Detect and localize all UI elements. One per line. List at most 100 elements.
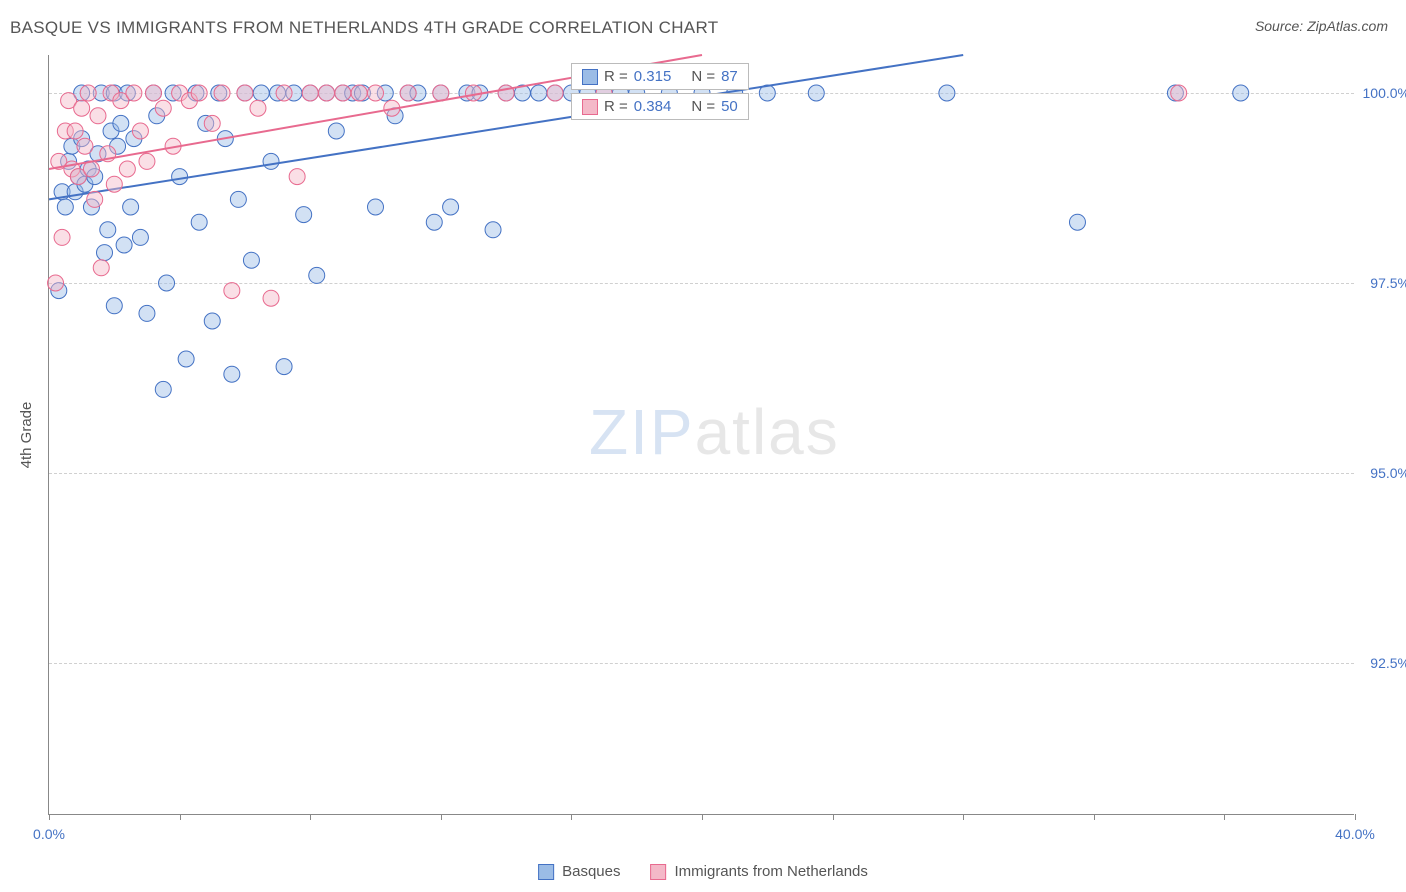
- correlation-box-netherlands: R = 0.384 N = 50: [571, 93, 749, 120]
- scatter-point-basques: [159, 275, 175, 291]
- legend-swatch-netherlands: [650, 864, 666, 880]
- x-tick: [1224, 814, 1225, 820]
- legend-label: Immigrants from Netherlands: [674, 863, 867, 880]
- scatter-point-netherlands: [289, 169, 305, 185]
- scatter-point-basques: [191, 214, 207, 230]
- x-tick: [1094, 814, 1095, 820]
- scatter-point-netherlands: [74, 100, 90, 116]
- x-tick: [833, 814, 834, 820]
- scatter-point-netherlands: [302, 85, 318, 101]
- scatter-point-netherlands: [250, 100, 266, 116]
- scatter-point-netherlands: [547, 85, 563, 101]
- scatter-point-netherlands: [276, 85, 292, 101]
- scatter-point-netherlands: [319, 85, 335, 101]
- scatter-point-basques: [368, 199, 384, 215]
- scatter-point-basques: [224, 366, 240, 382]
- scatter-point-netherlands: [204, 115, 220, 131]
- scatter-point-netherlands: [400, 85, 416, 101]
- scatter-point-netherlands: [87, 191, 103, 207]
- x-tick: [1355, 814, 1356, 820]
- x-tick-label: 0.0%: [33, 826, 65, 842]
- scatter-point-basques: [443, 199, 459, 215]
- legend-label: Basques: [562, 863, 620, 880]
- scatter-point-basques: [230, 191, 246, 207]
- scatter-point-netherlands: [48, 275, 64, 291]
- legend: Basques Immigrants from Netherlands: [538, 863, 868, 880]
- scatter-point-basques: [263, 153, 279, 169]
- scatter-point-netherlands: [191, 85, 207, 101]
- r-label: R =: [604, 68, 628, 85]
- trend-line-basques: [49, 55, 963, 199]
- scatter-point-basques: [243, 252, 259, 268]
- scatter-point-basques: [123, 199, 139, 215]
- x-tick: [180, 814, 181, 820]
- x-tick: [702, 814, 703, 820]
- n-value: 50: [721, 98, 738, 115]
- scatter-point-netherlands: [67, 123, 83, 139]
- scatter-point-basques: [939, 85, 955, 101]
- scatter-point-basques: [139, 305, 155, 321]
- source-label: Source: ZipAtlas.com: [1255, 18, 1388, 34]
- y-tick-label: 100.0%: [1363, 85, 1406, 101]
- scatter-point-netherlands: [93, 260, 109, 276]
- scatter-point-basques: [1069, 214, 1085, 230]
- scatter-point-basques: [328, 123, 344, 139]
- scatter-point-netherlands: [77, 138, 93, 154]
- n-label: N =: [691, 68, 715, 85]
- scatter-point-netherlands: [80, 85, 96, 101]
- scatter-point-basques: [1233, 85, 1249, 101]
- scatter-point-netherlands: [224, 283, 240, 299]
- scatter-point-basques: [113, 115, 129, 131]
- scatter-point-netherlands: [139, 153, 155, 169]
- scatter-point-netherlands: [368, 85, 384, 101]
- scatter-point-basques: [296, 207, 312, 223]
- x-tick: [49, 814, 50, 820]
- legend-item-basques: Basques: [538, 863, 620, 880]
- scatter-point-basques: [57, 199, 73, 215]
- scatter-point-netherlands: [155, 100, 171, 116]
- legend-swatch-basques: [538, 864, 554, 880]
- y-tick-label: 95.0%: [1370, 465, 1406, 481]
- corr-swatch-netherlands: [582, 99, 598, 115]
- scatter-point-netherlands: [263, 290, 279, 306]
- scatter-point-netherlands: [351, 85, 367, 101]
- scatter-point-netherlands: [132, 123, 148, 139]
- scatter-point-netherlands: [106, 176, 122, 192]
- x-tick: [310, 814, 311, 820]
- scatter-point-netherlands: [54, 229, 70, 245]
- scatter-point-basques: [155, 381, 171, 397]
- scatter-point-basques: [808, 85, 824, 101]
- scatter-point-netherlands: [145, 85, 161, 101]
- scatter-point-netherlands: [126, 85, 142, 101]
- scatter-point-basques: [116, 237, 132, 253]
- legend-item-netherlands: Immigrants from Netherlands: [650, 863, 867, 880]
- scatter-point-basques: [132, 229, 148, 245]
- r-value: 0.384: [634, 98, 672, 115]
- chart-title: BASQUE VS IMMIGRANTS FROM NETHERLANDS 4T…: [10, 18, 718, 38]
- scatter-point-basques: [426, 214, 442, 230]
- x-tick: [441, 814, 442, 820]
- scatter-point-basques: [172, 169, 188, 185]
- chart-container: BASQUE VS IMMIGRANTS FROM NETHERLANDS 4T…: [0, 0, 1406, 892]
- y-tick-label: 92.5%: [1370, 655, 1406, 671]
- scatter-point-netherlands: [214, 85, 230, 101]
- y-tick-label: 97.5%: [1370, 275, 1406, 291]
- scatter-point-basques: [97, 245, 113, 261]
- scatter-point-netherlands: [433, 85, 449, 101]
- scatter-point-basques: [100, 222, 116, 238]
- y-axis-label: 4th Grade: [18, 402, 35, 469]
- plot-svg: [49, 55, 1354, 814]
- x-tick-label: 40.0%: [1335, 826, 1375, 842]
- x-tick: [963, 814, 964, 820]
- scatter-point-basques: [485, 222, 501, 238]
- r-value: 0.315: [634, 68, 672, 85]
- scatter-point-netherlands: [90, 108, 106, 124]
- scatter-point-basques: [276, 359, 292, 375]
- scatter-point-basques: [309, 267, 325, 283]
- scatter-point-basques: [106, 298, 122, 314]
- scatter-point-basques: [178, 351, 194, 367]
- scatter-point-basques: [531, 85, 547, 101]
- corr-swatch-basques: [582, 69, 598, 85]
- x-tick: [571, 814, 572, 820]
- n-value: 87: [721, 68, 738, 85]
